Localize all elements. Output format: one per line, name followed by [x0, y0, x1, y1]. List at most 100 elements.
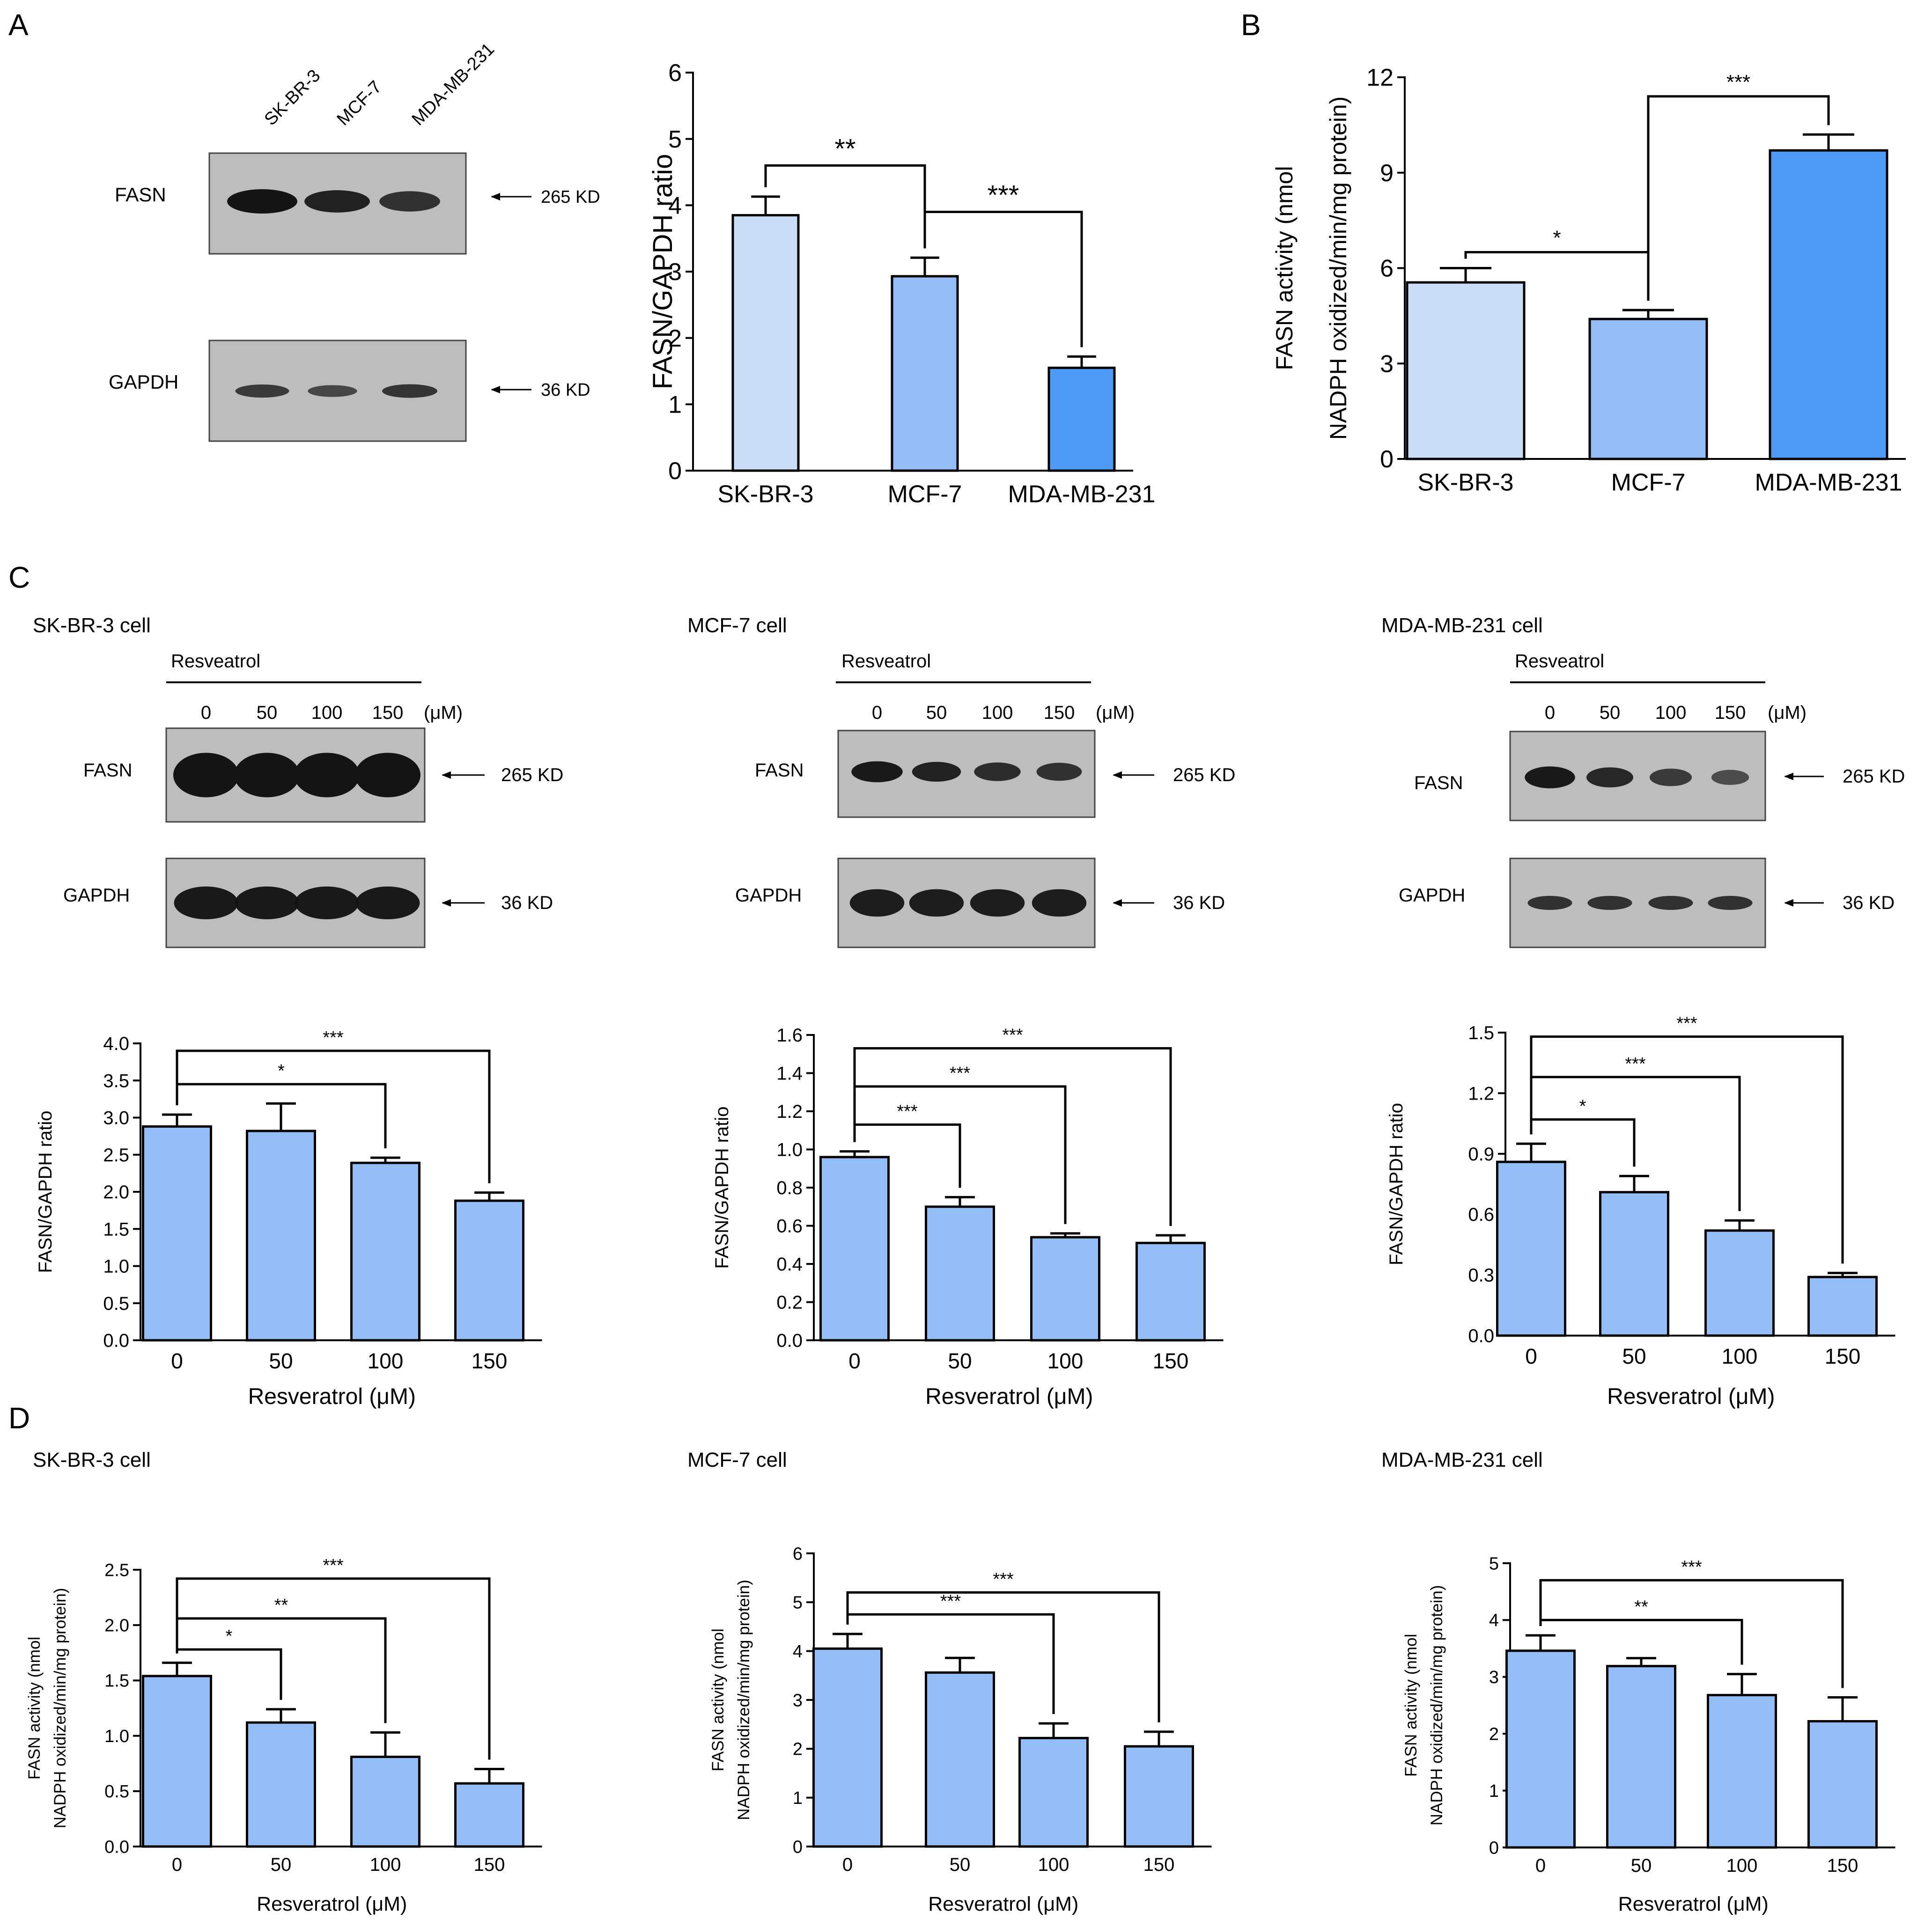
x-tick-label: 150 — [472, 1349, 508, 1373]
y-axis-label: NADPH oxidized/min/mg protein) — [1428, 1585, 1446, 1826]
x-tick-label: 50 — [948, 1349, 972, 1373]
bar — [454, 1199, 524, 1342]
significance-label: *** — [993, 1569, 1014, 1589]
bar — [142, 1675, 212, 1848]
x-axis-label: Resveratrol (μM) — [928, 1893, 1078, 1915]
y-tick-label: 4 — [793, 1642, 803, 1662]
dose-label: 50 — [257, 702, 278, 723]
blot-band — [970, 889, 1025, 917]
marker-gapdh: 36 KD — [501, 893, 553, 913]
x-tick-label: 0 — [172, 1854, 182, 1875]
x-tick-label: 150 — [1827, 1855, 1858, 1876]
blot-band — [304, 190, 370, 213]
arrow-icon — [1113, 899, 1122, 907]
blot-a-bands-gapdh — [235, 384, 437, 398]
chart-d-skbr3-activity: 0.0 0.5 1.0 1.5 2.0 2.5 FASN activity (nmol NAD… — [25, 1556, 542, 1915]
y-tick-label: 0.4 — [776, 1254, 803, 1275]
y-tick-label: 0.8 — [776, 1178, 803, 1198]
y-tick-label: 0.5 — [104, 1782, 129, 1802]
blot-band — [1036, 762, 1082, 781]
dose-label: 0 — [201, 702, 211, 723]
blot-c-mda: MDA-MB-231 cell Resveatrol 0 50 100 150 … — [1381, 614, 1905, 948]
bands-fasn — [851, 761, 1082, 783]
marker-fasn: 265 KD — [1173, 765, 1235, 785]
y-tick-label: 0.6 — [776, 1216, 803, 1237]
y-tick-label: 12 — [1366, 64, 1394, 91]
blot-a-row-label-fasn: FASN — [115, 184, 166, 206]
row-label-gapdh: GAPDH — [63, 885, 130, 906]
significance-bracket — [1530, 1118, 1636, 1167]
row-label-fasn: FASN — [83, 760, 132, 781]
bar — [1136, 1241, 1206, 1342]
y-axis-label: FASN/GAPDH ratio — [1386, 1103, 1407, 1265]
row-label-fasn: FASN — [1414, 773, 1463, 793]
significance-bracket — [1647, 95, 1830, 301]
blot-band — [308, 385, 357, 397]
y-axis-label: NADPH oxidized/min/mg protein) — [51, 1588, 69, 1829]
bar — [1406, 281, 1526, 460]
y-tick-label: 3 — [668, 259, 682, 286]
x-axis-label: Resveratrol (μM) — [1607, 1384, 1775, 1409]
dose-unit: (μM) — [424, 702, 463, 723]
x-tick-label: MDA-MB-231 — [1755, 469, 1903, 496]
dose-label: 100 — [982, 702, 1013, 723]
y-axis-label: FASN activity (nmol — [709, 1628, 727, 1771]
y-tick-label: 4.0 — [103, 1034, 129, 1054]
marker-gapdh: 36 KD — [1173, 893, 1225, 913]
bands-gapdh — [1527, 895, 1753, 910]
blot-band — [1711, 769, 1749, 785]
blot-band — [912, 761, 961, 782]
treatment-label: Resveatrol — [171, 651, 260, 672]
y-tick-label: 1.2 — [776, 1101, 803, 1122]
y-tick-label: 4 — [1489, 1611, 1499, 1631]
significance-label: *** — [897, 1102, 918, 1122]
bar — [925, 1671, 995, 1848]
significance-label: *** — [323, 1556, 344, 1575]
y-tick-label: 0 — [1489, 1838, 1499, 1858]
significance-label: * — [226, 1626, 233, 1646]
y-tick-label: 1.5 — [104, 1671, 129, 1691]
x-tick-label: 0 — [848, 1349, 861, 1373]
bar — [819, 1156, 890, 1342]
y-axis-label: FASN activity (nmol — [1271, 166, 1298, 370]
bar — [731, 214, 800, 472]
y-tick-label: 0 — [1380, 446, 1394, 473]
bar — [1707, 1694, 1777, 1849]
x-tick-label: 100 — [368, 1349, 404, 1373]
y-tick-label: 0.9 — [1468, 1144, 1494, 1165]
x-tick-label: 100 — [1722, 1344, 1758, 1368]
bands-fasn — [173, 753, 420, 798]
bar — [1807, 1720, 1878, 1849]
y-tick-label: 0.6 — [1468, 1204, 1494, 1225]
y-tick-label: 0.0 — [1468, 1326, 1494, 1346]
y-axis-label: NADPH oxidized/min/mg protein) — [1325, 96, 1351, 440]
x-tick-label: 150 — [1143, 1854, 1175, 1875]
dose-label: 100 — [311, 702, 343, 723]
chart-d-mcf7-activity: 0 1 2 3 4 5 6 FASN activity (nmol NADPH oxidized… — [709, 1544, 1212, 1915]
x-tick-label: 50 — [1622, 1344, 1646, 1368]
bar — [1704, 1229, 1775, 1337]
y-tick-label: 1.4 — [776, 1064, 803, 1084]
significance-bracket — [1539, 1579, 1844, 1688]
y-axis-label: FASN activity (nmol — [25, 1637, 44, 1780]
blot-a-lane-label: SK-BR-3 — [261, 66, 324, 130]
blot-band — [1586, 767, 1634, 788]
y-tick-label: 5 — [793, 1593, 803, 1613]
y-tick-label: 4 — [668, 192, 682, 220]
blot-band — [355, 753, 420, 798]
bar — [350, 1161, 420, 1342]
blot-band — [174, 886, 238, 920]
y-tick-label: 6 — [793, 1544, 803, 1564]
y-tick-label: 1.5 — [1468, 1023, 1494, 1043]
dose-label: 0 — [872, 702, 882, 723]
significance-label: *** — [988, 180, 1019, 211]
significance-label: * — [1553, 227, 1561, 250]
blot-band — [235, 384, 289, 398]
y-tick-label: 2.0 — [104, 1616, 129, 1636]
x-tick-label: 100 — [1726, 1855, 1758, 1876]
significance-bracket — [764, 164, 926, 249]
x-axis-label: Resveratrol (μM) — [925, 1384, 1093, 1409]
y-tick-label: 1.6 — [776, 1025, 803, 1046]
y-tick-label: 6 — [668, 59, 682, 87]
